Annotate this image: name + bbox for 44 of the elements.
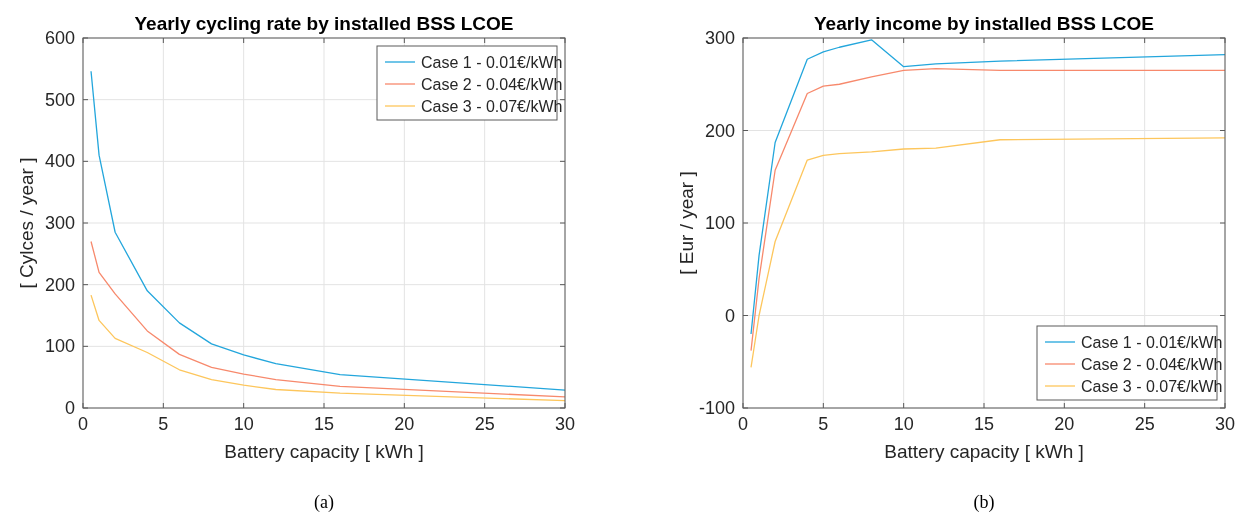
x-tick-label: 30 xyxy=(1214,414,1236,434)
x-tick-label: 25 xyxy=(1134,414,1155,434)
y-tick-label: 0 xyxy=(724,305,735,326)
x-axis-title: Battery capacity [ kWh ] xyxy=(884,441,1084,462)
y-tick-label: 100 xyxy=(704,213,735,233)
y-tick-label: 100 xyxy=(44,336,75,357)
text: (b) xyxy=(973,492,995,513)
y-axis-title: [ Eur / year ] xyxy=(676,171,697,275)
x-tick-label: 25 xyxy=(474,414,495,434)
legend-label: Case 2 - 0.04€/kWh xyxy=(1081,356,1223,373)
line-series xyxy=(90,240,566,398)
chart-title: Yearly income by installed BSS LCOE xyxy=(813,13,1155,34)
legend-label: Case 2 - 0.04€/kWh xyxy=(421,76,563,93)
x-tick-label: 30 xyxy=(554,414,576,434)
x-tick-label: 20 xyxy=(394,414,415,434)
y-tick-label: -100 xyxy=(698,398,735,418)
legend-label: Case 1 - 0.01€/kWh xyxy=(1081,334,1223,351)
x-tick-label: 15 xyxy=(313,414,335,434)
y-tick-label: 600 xyxy=(44,28,75,48)
x-tick-label: 0 xyxy=(737,414,749,434)
y-tick-label: 300 xyxy=(704,28,735,48)
x-tick-label: 5 xyxy=(158,414,169,434)
x-tick-label: 5 xyxy=(818,414,829,434)
x-tick-label: 15 xyxy=(973,414,995,434)
x-tick-label: 10 xyxy=(233,414,254,434)
legend-label: Case 1 - 0.01€/kWh xyxy=(421,54,563,71)
x-tick-label: 0 xyxy=(77,414,89,434)
y-tick-label: 500 xyxy=(44,89,75,110)
line-series xyxy=(90,70,566,391)
line-series xyxy=(90,294,566,402)
legend-label: Case 3 - 0.07€/kWh xyxy=(421,98,563,115)
x-tick-label: 20 xyxy=(1054,414,1075,434)
y-tick-label: 300 xyxy=(44,213,75,233)
x-tick-label: 10 xyxy=(893,414,914,434)
y-tick-label: 0 xyxy=(64,398,75,418)
x-axis-title: Battery capacity [ kWh ] xyxy=(224,441,424,462)
text: (a) xyxy=(314,492,334,513)
line-series xyxy=(750,137,1226,368)
chart-title: Yearly cycling rate by installed BSS LCOE xyxy=(134,13,514,34)
y-tick-label: 200 xyxy=(44,274,75,295)
y-axis-title: [ Cylces / year ] xyxy=(16,157,37,289)
legend-label: Case 3 - 0.07€/kWh xyxy=(1081,378,1223,395)
y-tick-label: 400 xyxy=(44,151,75,172)
y-tick-label: 200 xyxy=(704,120,735,141)
